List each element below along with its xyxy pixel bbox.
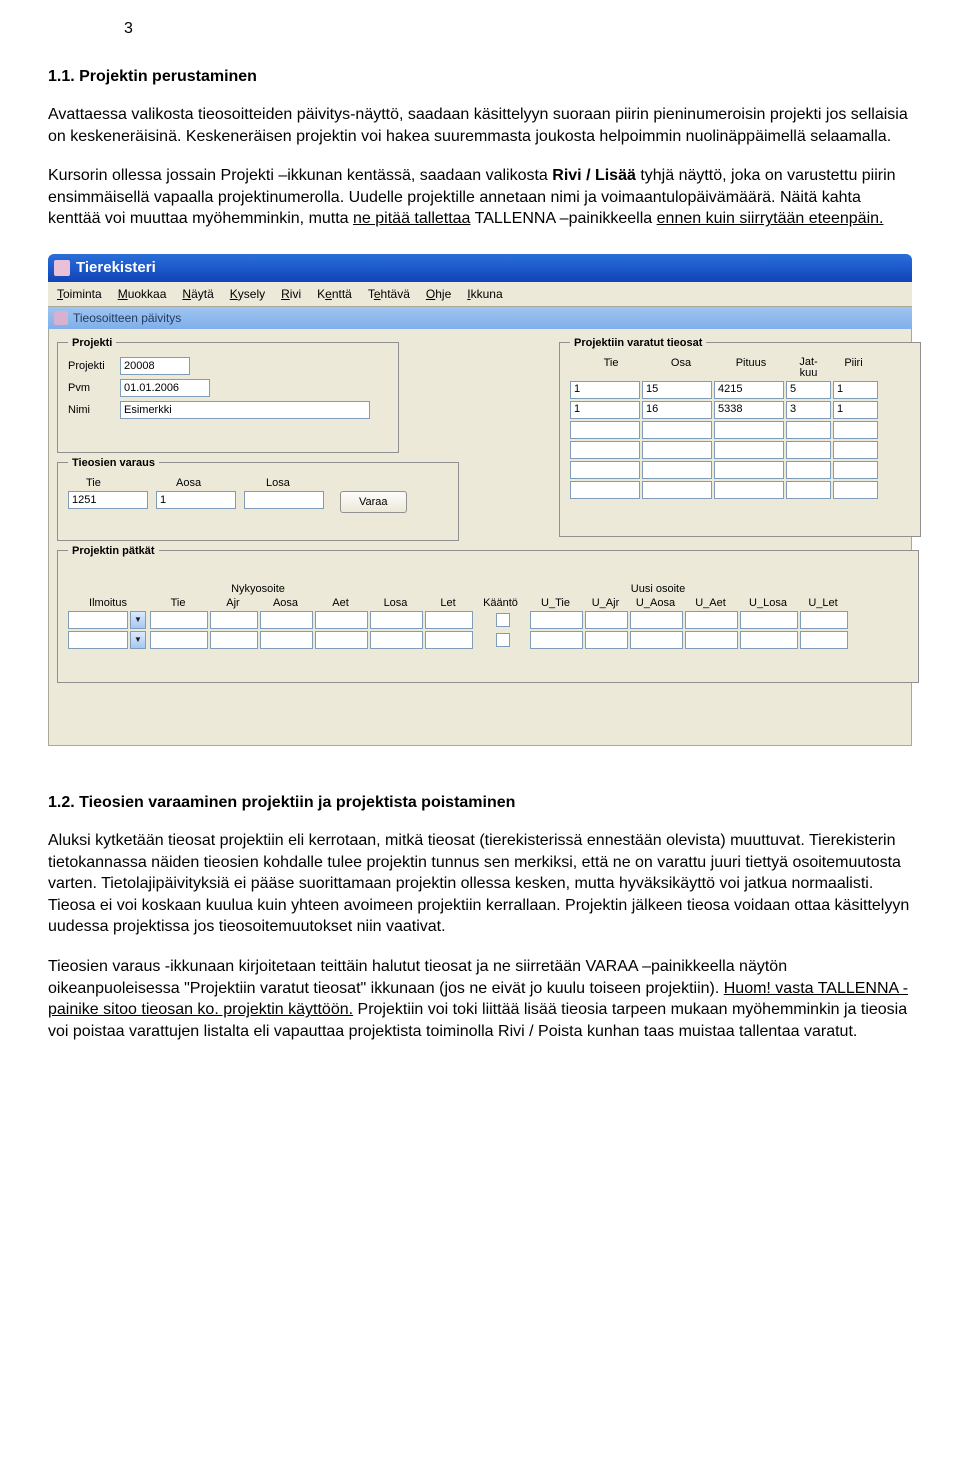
col-ulet: U_Let [798, 597, 848, 609]
col-piiri: Piiri [831, 357, 876, 379]
col-tie: Tie [68, 477, 176, 489]
patkat-group: Projektin pätkät Nykyosoite Uusi osoite … [57, 545, 919, 683]
menu-kysely[interactable]: Kysely [225, 285, 270, 303]
varaa-button[interactable]: Varaa [340, 491, 407, 513]
input-varaus-losa[interactable] [244, 491, 324, 509]
col-aosa: Aosa [258, 597, 313, 609]
section-1-para-1: Avattaessa valikosta tieosoitteiden päiv… [48, 104, 912, 147]
col-uajr: U_Ajr [583, 597, 628, 609]
label-pvm: Pvm [68, 382, 120, 394]
cell[interactable]: 1 [833, 401, 878, 419]
patkat-row: ▼ [68, 631, 908, 649]
varatut-row-1: 1 15 4215 5 1 [570, 381, 910, 399]
input-pvm[interactable] [120, 379, 210, 397]
checkbox-kaanto[interactable] [496, 613, 510, 627]
varatut-legend: Projektiin varatut tieosat [570, 337, 706, 349]
dropdown-icon[interactable]: ▼ [130, 611, 146, 629]
patkat-row: ▼ [68, 611, 908, 629]
app-screenshot: Tierekisteri Toiminta Muokkaa Näytä Kyse… [48, 254, 912, 746]
menu-rivi[interactable]: Rivi [276, 285, 306, 303]
col-utie: U_Tie [528, 597, 583, 609]
col-kaanto: Kääntö [473, 597, 528, 609]
varatut-row-empty [570, 461, 910, 479]
section-1-para-2: Kursorin ollessa jossain Projekti –ikkun… [48, 165, 912, 230]
input-varaus-aosa[interactable] [156, 491, 236, 509]
col-jatkuu: Jat- kuu [786, 357, 831, 379]
col-ulosa: U_Losa [738, 597, 798, 609]
section-2-para-1: Aluksi kytketään tieosat projektiin eli … [48, 830, 912, 938]
col-ilmoitus: Ilmoitus [68, 597, 148, 609]
cell[interactable]: 5 [786, 381, 831, 399]
varatut-group: Projektiin varatut tieosat Tie Osa Pituu… [559, 337, 921, 537]
menu-ikkuna[interactable]: Ikkuna [462, 285, 507, 303]
checkbox-kaanto[interactable] [496, 633, 510, 647]
app-title: Tierekisteri [76, 259, 156, 276]
mdi-icon [54, 311, 68, 325]
section-2-para-2: Tieosien varaus -ikkunaan kirjoitetaan t… [48, 956, 912, 1042]
menu-toiminta[interactable]: Toiminta [52, 285, 107, 303]
section-2-title: 1.2. Tieosien varaaminen projektiin ja p… [48, 794, 912, 812]
col-uaet: U_Aet [683, 597, 738, 609]
group-uusiosoite: Uusi osoite [448, 583, 868, 595]
cell[interactable]: 5338 [714, 401, 784, 419]
menu-nayta[interactable]: Näytä [177, 285, 218, 303]
varatut-row-empty [570, 421, 910, 439]
app-icon [54, 260, 70, 276]
col-losa: Losa [266, 477, 356, 489]
col-let: Let [423, 597, 473, 609]
varatut-row-2: 1 16 5338 3 1 [570, 401, 910, 419]
input-nimi[interactable] [120, 401, 370, 419]
cell[interactable]: 15 [642, 381, 712, 399]
menubar: Toiminta Muokkaa Näytä Kysely Rivi Kentt… [48, 282, 912, 307]
section-1-title: 1.1. Projektin perustaminen [48, 68, 912, 86]
cell[interactable]: 4215 [714, 381, 784, 399]
label-projekti: Projekti [68, 360, 120, 372]
varaus-legend: Tieosien varaus [68, 457, 159, 469]
col-osa: Osa [646, 357, 716, 379]
window-titlebar: Tierekisteri [48, 254, 912, 282]
menu-muokkaa[interactable]: Muokkaa [113, 285, 172, 303]
col-aet: Aet [313, 597, 368, 609]
input-varaus-tie[interactable] [68, 491, 148, 509]
varatut-row-empty [570, 481, 910, 499]
col-ajr: Ajr [208, 597, 258, 609]
projekti-legend: Projekti [68, 337, 116, 349]
cell[interactable]: 1 [833, 381, 878, 399]
form-area: Projekti Projekti Pvm Nimi Projektiin va… [48, 329, 912, 746]
col-losa: Losa [368, 597, 423, 609]
cell[interactable]: 1 [570, 381, 640, 399]
label-nimi: Nimi [68, 404, 120, 416]
cell[interactable]: 16 [642, 401, 712, 419]
input-projekti[interactable] [120, 357, 190, 375]
varatut-row-empty [570, 441, 910, 459]
page-number: 3 [124, 20, 912, 38]
col-aosa: Aosa [176, 477, 266, 489]
projekti-group: Projekti Projekti Pvm Nimi [57, 337, 399, 453]
col-tie: Tie [576, 357, 646, 379]
col-pituus: Pituus [716, 357, 786, 379]
menu-kentta[interactable]: Kenttä [312, 285, 357, 303]
col-uaosa: U_Aosa [628, 597, 683, 609]
varaus-group: Tieosien varaus Tie Aosa Losa Varaa [57, 457, 459, 541]
mdi-titlebar: Tieosoitteen päivitys [48, 307, 912, 329]
cell[interactable]: 3 [786, 401, 831, 419]
col-tie: Tie [148, 597, 208, 609]
menu-ohje[interactable]: Ohje [421, 285, 456, 303]
patkat-legend: Projektin pätkät [68, 545, 159, 557]
menu-tehtava[interactable]: Tehtävä [363, 285, 415, 303]
dropdown-icon[interactable]: ▼ [130, 631, 146, 649]
cell[interactable]: 1 [570, 401, 640, 419]
mdi-title: Tieosoitteen päivitys [73, 311, 181, 325]
group-nykyosoite: Nykyosoite [68, 583, 448, 595]
